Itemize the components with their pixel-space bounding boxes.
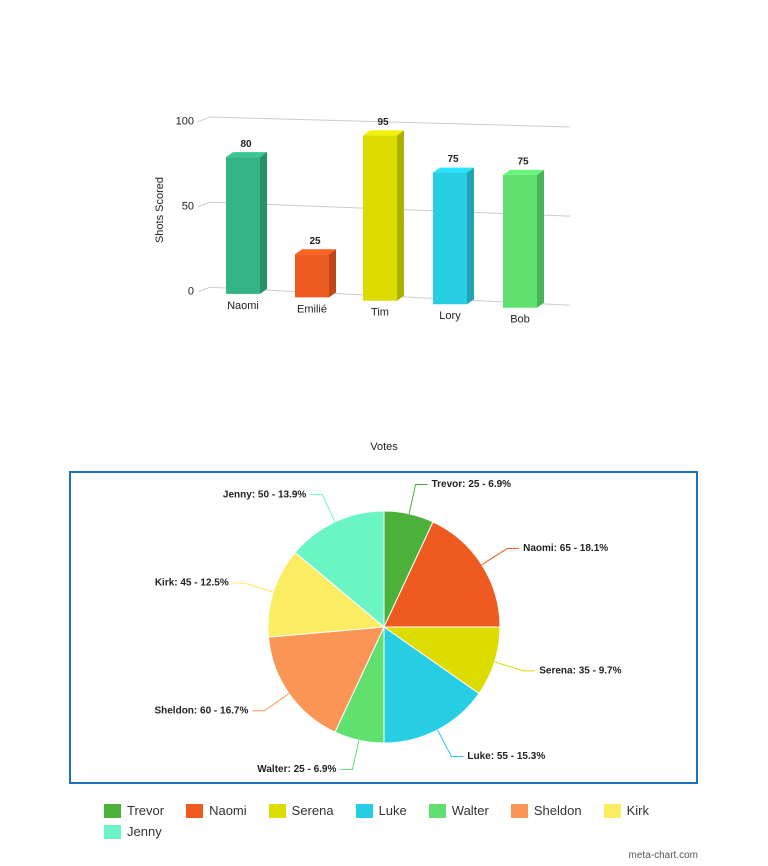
leader-line [494, 661, 536, 672]
slice-label: Sheldon: 60 - 16.7% [154, 705, 248, 716]
x-tick-label: Emilié [297, 303, 327, 315]
leader-line [481, 548, 520, 566]
legend-item: Luke [355, 802, 407, 819]
legend-swatch [355, 803, 373, 818]
bar-side [467, 167, 474, 305]
bar [226, 157, 260, 294]
data-label: 80 [240, 139, 252, 150]
legend-swatch [186, 803, 204, 818]
x-tick-label: Tim [371, 307, 389, 319]
legend-label: Kirk [626, 803, 649, 818]
pie-slice [383, 521, 501, 628]
legend-label: Serena [291, 803, 334, 818]
bar-side [260, 152, 267, 294]
leader-line [437, 729, 464, 758]
legend-label: Naomi [209, 803, 247, 818]
bar-side [329, 249, 336, 298]
bar-top [295, 249, 336, 255]
data-label: 75 [517, 157, 529, 168]
slice-label: Trevor: 25 - 6.9% [432, 479, 512, 490]
data-label: 25 [309, 236, 321, 247]
legend-swatch [104, 824, 121, 839]
y-tick-label: 0 [188, 286, 194, 298]
chart: Shots Scored Votes 0 50 100 80 Naomi 25 Emilié… [69, 116, 698, 784]
legend-label: Luke [378, 803, 407, 818]
x-tick-label: Naomi [227, 300, 259, 312]
legend-label: Walter [451, 803, 489, 818]
legend-swatch [428, 803, 446, 818]
legend-label: Trevor [127, 803, 165, 818]
legend-label: Sheldon [533, 803, 582, 818]
y-tick-label: 50 [182, 201, 194, 213]
legend-item: Serena [268, 802, 334, 819]
legend-swatch [603, 803, 621, 818]
slice-label: Walter: 25 - 6.9% [257, 764, 336, 775]
bar-top [363, 130, 404, 136]
legend-item: Sheldon [510, 802, 582, 819]
pie-slice [383, 626, 480, 744]
legend-item: Naomi [186, 802, 247, 819]
leader-line [408, 483, 428, 514]
grid-line [197, 116, 571, 128]
bar-top [503, 169, 544, 175]
bar [503, 174, 537, 308]
bar-top [226, 152, 267, 158]
legend-item: Trevor [104, 802, 164, 819]
slice-label: Jenny: 50 - 13.9% [223, 489, 306, 500]
slice-label: Luke: 55 - 15.3% [467, 751, 545, 762]
leader-line [340, 740, 360, 771]
bar [363, 135, 397, 301]
legend-swatch [510, 803, 528, 818]
x-tick-label: Lory [439, 310, 461, 322]
x-tick-label: Bob [510, 314, 530, 326]
leader-line [310, 494, 336, 523]
pie-frame [69, 471, 698, 784]
slice-label: Naomi: 65 - 18.1% [523, 543, 608, 554]
legend-label: Jenny [127, 824, 162, 839]
legend-swatch [104, 803, 121, 818]
bar-side [537, 169, 544, 308]
credit: meta-chart.com [628, 850, 698, 861]
y-axis-label: Shots Scored [154, 177, 166, 243]
leader-line [232, 582, 274, 593]
bar-top [433, 167, 474, 173]
data-label: 95 [377, 117, 389, 128]
legend: Trevor Naomi Serena Luke Walter Sheldon Kirk Je… [104, 802, 694, 840]
pie-title: Votes [370, 441, 398, 453]
legend-swatch [268, 803, 286, 818]
legend-item: Jenny [104, 823, 162, 840]
leader-line [252, 693, 290, 712]
bar-side [397, 130, 404, 301]
pie-slice [294, 510, 385, 629]
slice-label: Kirk: 45 - 12.5% [155, 578, 229, 589]
legend-item: Walter [428, 802, 489, 819]
bar [295, 254, 329, 298]
data-label: 75 [447, 154, 459, 165]
legend-item: Kirk [603, 802, 649, 819]
bar [433, 172, 467, 305]
pie-slice [267, 551, 386, 638]
slice-label: Serena: 35 - 9.7% [539, 666, 621, 677]
y-tick-label: 100 [176, 116, 194, 128]
